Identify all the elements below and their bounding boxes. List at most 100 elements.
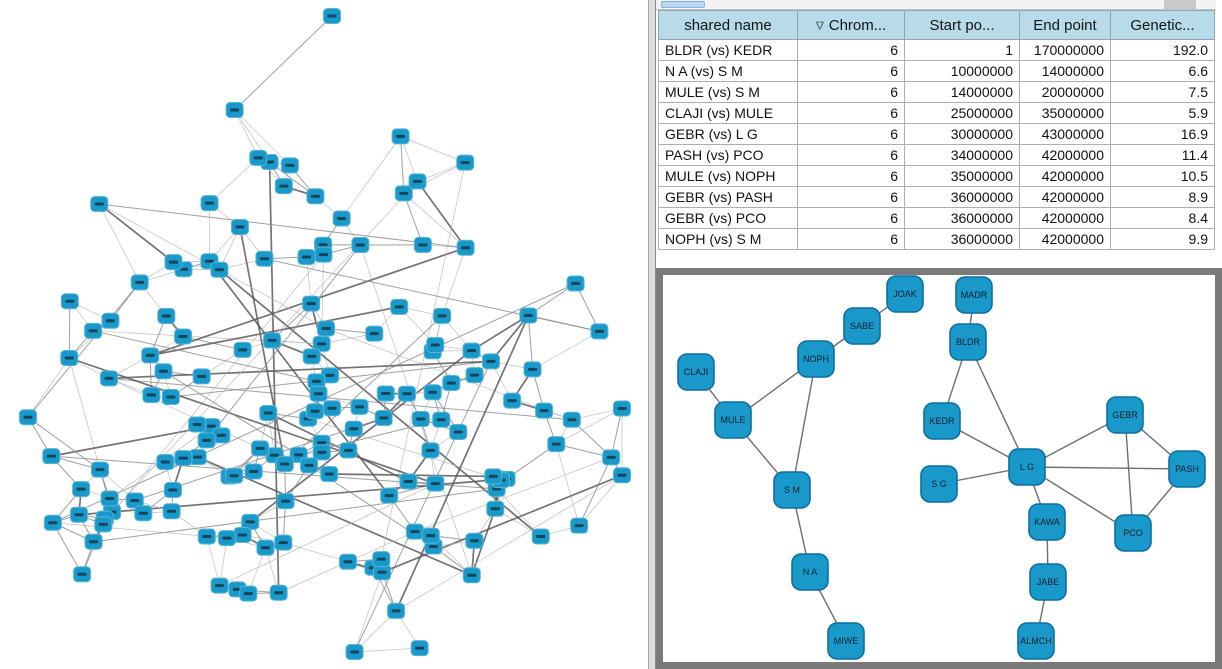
network-node[interactable] xyxy=(332,210,351,227)
table-cell[interactable]: 6 xyxy=(797,165,905,187)
main-network-view[interactable] xyxy=(0,0,648,669)
network-node-noph[interactable]: NOPH xyxy=(797,340,835,378)
network-node[interactable] xyxy=(90,461,109,478)
network-node[interactable] xyxy=(372,551,391,568)
table-cell[interactable]: 6 xyxy=(797,123,905,145)
table-cell[interactable]: 5.9 xyxy=(1110,102,1215,124)
network-node-sabe[interactable]: SABE xyxy=(843,307,881,345)
network-node[interactable] xyxy=(481,353,500,370)
table-cell[interactable]: 9.9 xyxy=(1110,228,1215,250)
network-node[interactable] xyxy=(421,527,440,544)
network-node[interactable] xyxy=(312,444,331,461)
table-cell[interactable]: 8.9 xyxy=(1110,186,1215,208)
table-cell[interactable]: 6.6 xyxy=(1110,60,1215,82)
network-node[interactable] xyxy=(230,218,249,235)
network-node-miwe[interactable]: MIWE xyxy=(827,622,865,660)
network-node[interactable] xyxy=(210,577,229,594)
node-shape[interactable] xyxy=(1017,622,1055,660)
network-node[interactable] xyxy=(566,275,585,292)
table-row[interactable]: MULE (vs) S M 6 14000000 20000000 7.5 xyxy=(658,81,1215,103)
network-node[interactable] xyxy=(274,534,293,551)
table-cell[interactable]: 20000000 xyxy=(1019,81,1111,103)
table-cell[interactable]: 42000000 xyxy=(1019,186,1111,208)
network-node[interactable] xyxy=(562,411,581,428)
network-node[interactable] xyxy=(84,322,103,339)
network-node[interactable] xyxy=(309,385,328,402)
node-shape[interactable] xyxy=(1114,514,1152,552)
table-cell[interactable]: 6 xyxy=(797,102,905,124)
network-node[interactable] xyxy=(465,532,484,549)
table-row[interactable]: CLAJI (vs) MULE 6 25000000 35000000 5.9 xyxy=(658,102,1215,124)
network-node[interactable] xyxy=(306,188,325,205)
table-cell[interactable]: 42000000 xyxy=(1019,144,1111,166)
network-node[interactable] xyxy=(314,246,333,263)
table-cell[interactable]: 6 xyxy=(797,144,905,166)
network-node[interactable] xyxy=(188,416,207,433)
network-node[interactable] xyxy=(484,468,503,485)
table-cell[interactable]: 34000000 xyxy=(904,144,1020,166)
network-node[interactable] xyxy=(233,526,252,543)
node-shape[interactable] xyxy=(714,401,752,439)
network-node[interactable] xyxy=(302,348,321,365)
network-node[interactable] xyxy=(302,295,321,312)
table-cell[interactable]: 6 xyxy=(797,39,905,61)
network-node[interactable] xyxy=(217,530,236,547)
network-node[interactable] xyxy=(162,503,181,520)
network-node[interactable] xyxy=(351,236,370,253)
network-node[interactable] xyxy=(503,392,522,409)
network-node[interactable] xyxy=(339,442,358,459)
network-node[interactable] xyxy=(60,293,79,310)
network-node[interactable] xyxy=(345,644,364,660)
network-node[interactable] xyxy=(323,400,342,417)
network-node-l-g[interactable]: L G xyxy=(1008,448,1046,486)
table-cell[interactable]: N A (vs) S M xyxy=(658,60,798,82)
scrollbar-thumb[interactable] xyxy=(661,1,705,8)
network-node[interactable] xyxy=(590,323,609,340)
network-node-mule[interactable]: MULE xyxy=(714,401,752,439)
table-cell[interactable]: 43000000 xyxy=(1019,123,1111,145)
node-shape[interactable] xyxy=(955,276,993,314)
network-node[interactable] xyxy=(449,423,468,440)
sub-network-canvas[interactable]: JOAK SABE NOPH CLAJI MULE S M N A MIWE MADR BLDR K… xyxy=(663,275,1215,662)
network-node[interactable] xyxy=(613,467,631,484)
horizontal-scrollbar[interactable] xyxy=(656,0,1216,10)
table-cell[interactable]: 36000000 xyxy=(904,228,1020,250)
network-node[interactable] xyxy=(376,385,395,402)
node-shape[interactable] xyxy=(827,622,865,660)
table-cell[interactable]: BLDR (vs) KEDR xyxy=(658,39,798,61)
network-node[interactable] xyxy=(305,403,324,420)
table-row[interactable]: N A (vs) S M 6 10000000 14000000 6.6 xyxy=(658,60,1215,82)
table-cell[interactable]: GEBR (vs) PCO xyxy=(658,207,798,229)
network-node[interactable] xyxy=(255,250,274,267)
network-node[interactable] xyxy=(192,368,211,385)
node-shape[interactable] xyxy=(949,323,987,361)
network-node[interactable] xyxy=(408,173,427,190)
table-cell[interactable]: NOPH (vs) S M xyxy=(658,228,798,250)
network-node[interactable] xyxy=(613,400,631,417)
network-node[interactable] xyxy=(300,457,319,474)
table-row[interactable]: BLDR (vs) KEDR 6 1 170000000 192.0 xyxy=(658,39,1215,61)
table-row[interactable]: GEBR (vs) L G 6 30000000 43000000 16.9 xyxy=(658,123,1215,145)
panel-divider[interactable] xyxy=(648,0,656,669)
network-node[interactable] xyxy=(410,640,429,657)
network-node[interactable] xyxy=(259,404,278,421)
network-node[interactable] xyxy=(142,387,161,404)
network-node[interactable] xyxy=(397,385,416,402)
network-node[interactable] xyxy=(263,332,282,349)
network-node[interactable] xyxy=(69,506,88,523)
table-cell[interactable]: 25000000 xyxy=(904,102,1020,124)
node-shape[interactable] xyxy=(843,307,881,345)
network-node[interactable] xyxy=(225,467,244,484)
network-node[interactable] xyxy=(387,602,406,619)
network-node[interactable] xyxy=(317,320,336,337)
network-node[interactable] xyxy=(486,500,505,517)
network-node[interactable] xyxy=(164,254,183,271)
column-header-chromosome[interactable]: ∇ Chrom... xyxy=(797,10,905,40)
table-cell[interactable]: 6 xyxy=(797,228,905,250)
network-node[interactable] xyxy=(156,454,175,471)
network-node-s-g[interactable]: S G xyxy=(920,465,958,503)
network-node[interactable] xyxy=(323,8,341,24)
node-shape[interactable] xyxy=(1029,563,1067,601)
network-node-pash[interactable]: PASH xyxy=(1168,450,1206,488)
filter-icon[interactable]: ∇ xyxy=(815,19,824,32)
